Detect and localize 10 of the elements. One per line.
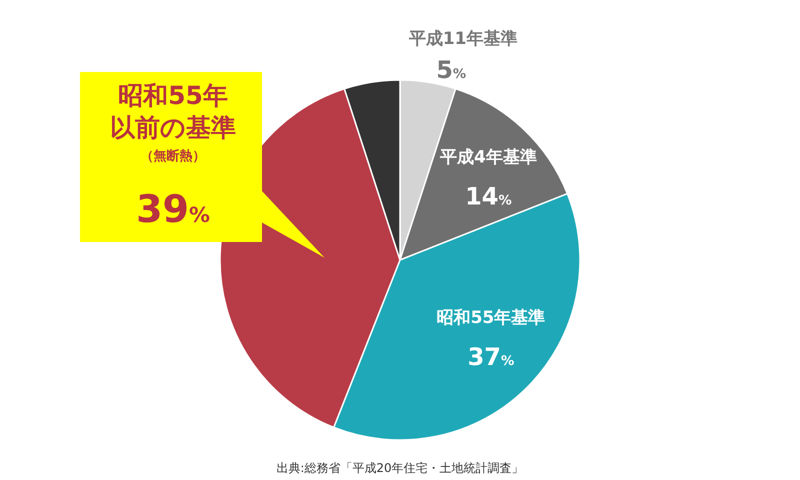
text: （無断熱）: [140, 149, 206, 164]
slice-label: 昭和55年基準: [436, 308, 546, 328]
data-label: 14%: [465, 182, 512, 211]
slice-label: 平成11年基準: [408, 29, 518, 49]
slice-label: 平成4年基準: [438, 148, 537, 168]
data-label: 37%: [468, 342, 514, 371]
slice-label: 昭和55年以前の基準: [110, 81, 236, 142]
data-label: 39%: [136, 187, 210, 231]
data-label: 5%: [436, 56, 466, 84]
source-note: 出典:総務省「平成20年住宅・土地統計調査」: [276, 461, 524, 475]
